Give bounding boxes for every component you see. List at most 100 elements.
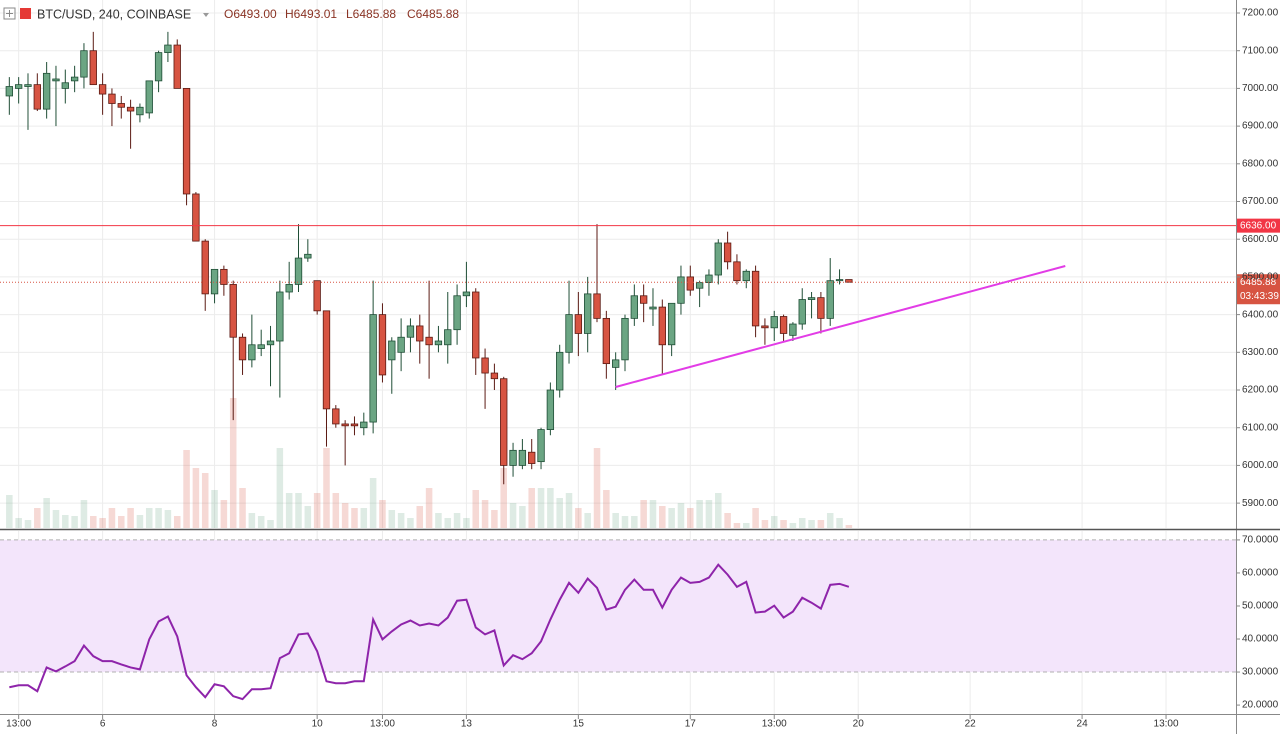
- candle-body: [528, 451, 536, 464]
- y-tick-label: 6700.00: [1242, 196, 1279, 207]
- candle-body: [835, 279, 844, 282]
- candle-body: [285, 284, 293, 293]
- candle-body: [677, 276, 685, 304]
- y-tick-label: 40.0000: [1242, 634, 1279, 645]
- candle-body: [164, 44, 172, 53]
- volume-bar: [43, 498, 50, 528]
- y-tick-label: 70.0000: [1242, 535, 1279, 546]
- volume-bar: [547, 488, 554, 528]
- volume-bar: [295, 493, 302, 528]
- y-tick-label: 6600.00: [1242, 234, 1279, 245]
- candle-body: [70, 76, 79, 82]
- rsi-band: [0, 539, 1236, 673]
- candle-body: [220, 268, 228, 285]
- volume-bar: [612, 513, 619, 528]
- volume-bar: [229, 398, 237, 528]
- countdown-label: 03:43:39: [1240, 291, 1279, 302]
- volume-bar: [528, 488, 535, 528]
- volume-layer: [6, 398, 853, 528]
- candle-body: [630, 295, 638, 319]
- candle-body: [42, 72, 51, 110]
- symbol-title: BTC/USD, 240, COINBASE: [37, 7, 191, 21]
- rsi-band-layer: [0, 539, 1236, 673]
- y-tick-label: 6400.00: [1242, 309, 1279, 320]
- candle-body: [266, 340, 275, 346]
- candle-body: [89, 50, 97, 86]
- last-price-label: 6485.88: [1240, 277, 1277, 288]
- candle-body: [817, 297, 825, 319]
- y-tick-label: 7000.00: [1242, 83, 1279, 94]
- trend-line: [615, 265, 1066, 388]
- candle-body: [136, 106, 144, 116]
- candle-body: [80, 50, 88, 78]
- volume-bar: [696, 500, 703, 528]
- volume-bar: [798, 518, 806, 528]
- candle-body: [294, 257, 303, 285]
- candle-body: [761, 325, 769, 329]
- volume-bar: [770, 516, 778, 528]
- candle-body: [416, 325, 424, 342]
- candle-body: [98, 84, 107, 95]
- y-tick-label: 20.0000: [1242, 700, 1279, 711]
- candle-body: [490, 372, 499, 380]
- x-tick-label: 15: [573, 719, 585, 730]
- candle-body: [434, 340, 443, 346]
- candle-body: [481, 357, 489, 374]
- candle-body: [350, 423, 359, 427]
- candle-body: [518, 449, 527, 466]
- volume-bar: [285, 493, 293, 528]
- candle-body: [238, 336, 247, 361]
- volume-bar: [481, 500, 489, 528]
- volume-bar: [416, 506, 424, 528]
- volume-bar: [99, 518, 106, 528]
- volume-bar: [257, 516, 265, 528]
- candle-body: [472, 291, 480, 359]
- volume-bar: [677, 503, 685, 528]
- y-tick-label: 6800.00: [1242, 158, 1279, 169]
- volume-bar: [220, 500, 228, 528]
- candle-body: [574, 314, 583, 334]
- candle-body: [593, 293, 601, 319]
- candle-body: [61, 82, 69, 89]
- volume-bar: [118, 516, 125, 528]
- volume-bar: [621, 516, 629, 528]
- volume-bar: [584, 513, 591, 528]
- volume-bar: [239, 488, 246, 528]
- candle-body: [509, 449, 517, 466]
- volume-bar: [379, 500, 386, 528]
- candle-body: [52, 78, 60, 82]
- candle-body: [192, 193, 200, 242]
- y-tick-label: 60.0000: [1242, 568, 1279, 579]
- collapse-icon[interactable]: [3, 7, 16, 20]
- x-tick-label: 6: [100, 719, 106, 730]
- dropdown-arrow[interactable]: [203, 13, 209, 17]
- candle-body: [807, 297, 816, 300]
- candle-body: [117, 103, 125, 108]
- volume-bar: [397, 513, 405, 528]
- volume-bar: [509, 503, 517, 528]
- volume-bar: [15, 518, 22, 528]
- x-tick-label: 13:00: [370, 719, 395, 730]
- x-tick-label: 10: [312, 719, 324, 730]
- volume-bar: [388, 510, 396, 528]
- volume-bar: [276, 448, 284, 528]
- volume-bar: [733, 523, 741, 528]
- candle-body: [667, 302, 676, 346]
- candle-body: [639, 295, 648, 304]
- candle-body: [565, 314, 573, 353]
- volume-bar: [500, 468, 507, 528]
- volume-bar: [407, 518, 414, 528]
- volume-bar: [705, 500, 713, 528]
- candle-body: [369, 314, 377, 423]
- volume-bar: [668, 508, 675, 528]
- volume-bar: [556, 498, 563, 528]
- volume-bar: [155, 508, 162, 528]
- candle-body: [612, 359, 620, 368]
- last-price-box: [1237, 274, 1280, 305]
- ohlc-value: C6485.88: [407, 7, 459, 21]
- candle-body: [201, 240, 209, 295]
- volume-bar: [444, 518, 452, 528]
- volume-bar: [453, 513, 461, 528]
